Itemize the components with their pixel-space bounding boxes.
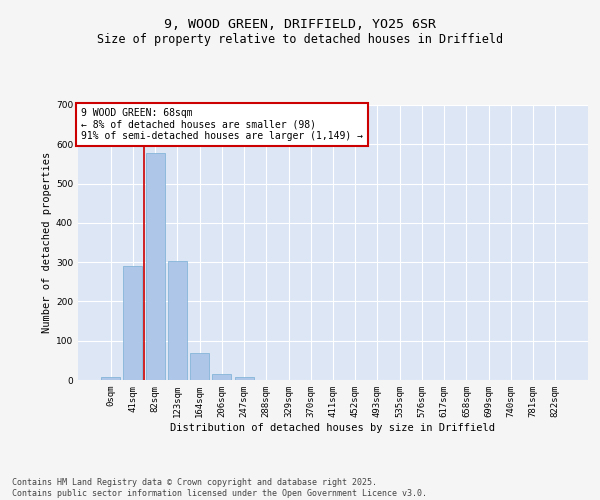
Bar bbox=[146, 153, 164, 380]
Text: Size of property relative to detached houses in Driffield: Size of property relative to detached ho… bbox=[97, 32, 503, 46]
Text: 9 WOOD GREEN: 68sqm
← 8% of detached houses are smaller (98)
91% of semi-detache: 9 WOOD GREEN: 68sqm ← 8% of detached hou… bbox=[81, 108, 363, 141]
Bar bbox=[235, 377, 254, 380]
Y-axis label: Number of detached properties: Number of detached properties bbox=[42, 152, 52, 333]
Bar bbox=[190, 352, 209, 380]
Text: Contains HM Land Registry data © Crown copyright and database right 2025.
Contai: Contains HM Land Registry data © Crown c… bbox=[12, 478, 427, 498]
Bar bbox=[168, 262, 187, 380]
X-axis label: Distribution of detached houses by size in Driffield: Distribution of detached houses by size … bbox=[170, 422, 496, 432]
Text: 9, WOOD GREEN, DRIFFIELD, YO25 6SR: 9, WOOD GREEN, DRIFFIELD, YO25 6SR bbox=[164, 18, 436, 30]
Bar bbox=[212, 374, 231, 380]
Bar bbox=[101, 377, 120, 380]
Bar bbox=[124, 266, 142, 380]
